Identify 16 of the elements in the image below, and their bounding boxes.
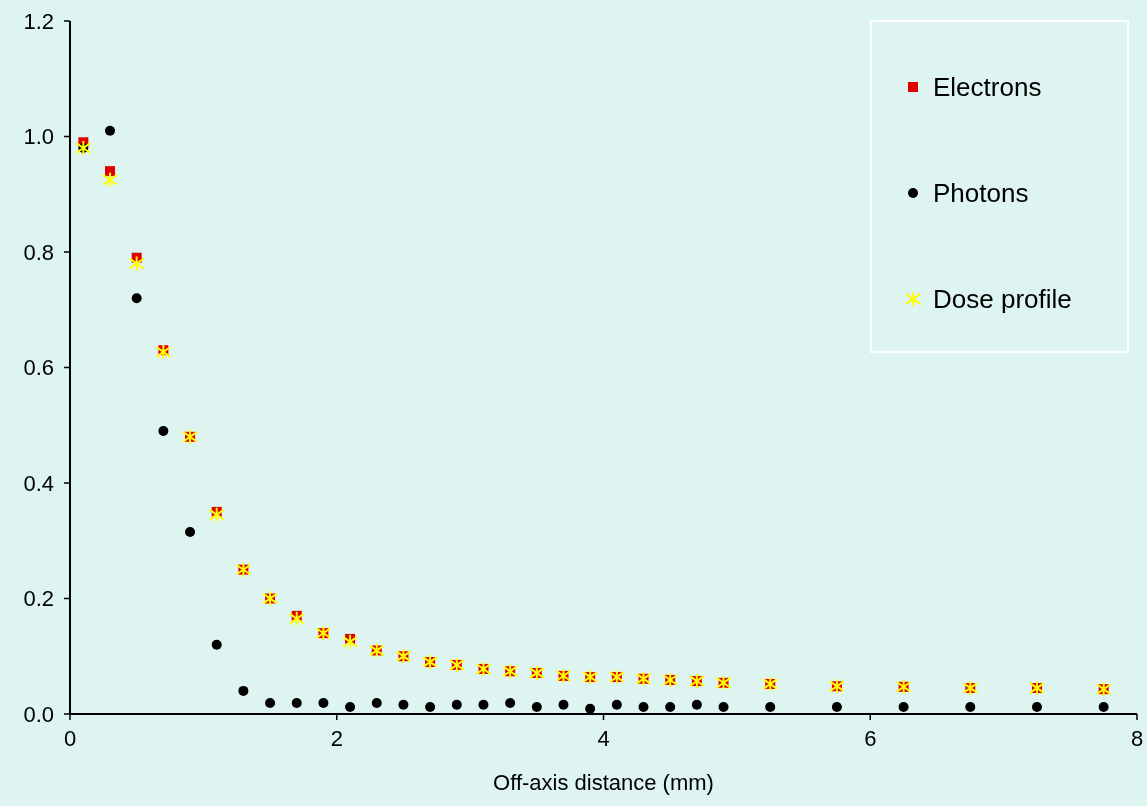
y-tick-label: 1.0 bbox=[23, 124, 54, 150]
x-tick-label: 6 bbox=[864, 726, 877, 751]
y-tick-label: 1.2 bbox=[23, 8, 54, 34]
y-tick-label: 0.4 bbox=[23, 470, 54, 496]
legend-label: Dose profile bbox=[933, 284, 1072, 315]
x-tick-label: 8 bbox=[1130, 726, 1144, 751]
x-tick-label: 2 bbox=[330, 726, 343, 751]
x-tick-label: 4 bbox=[597, 726, 610, 751]
x-axis-title: Off-axis distance (mm) bbox=[493, 770, 714, 795]
y-tick-label: 0.2 bbox=[23, 586, 54, 612]
legend-label: Electrons bbox=[933, 72, 1042, 103]
legend-label: Photons bbox=[933, 178, 1029, 209]
x-tick-label: 0 bbox=[63, 726, 77, 751]
y-tick-label: 0.6 bbox=[23, 355, 54, 381]
y-tick-label: 0.8 bbox=[23, 239, 54, 265]
y-tick-label: 0.0 bbox=[23, 701, 54, 727]
